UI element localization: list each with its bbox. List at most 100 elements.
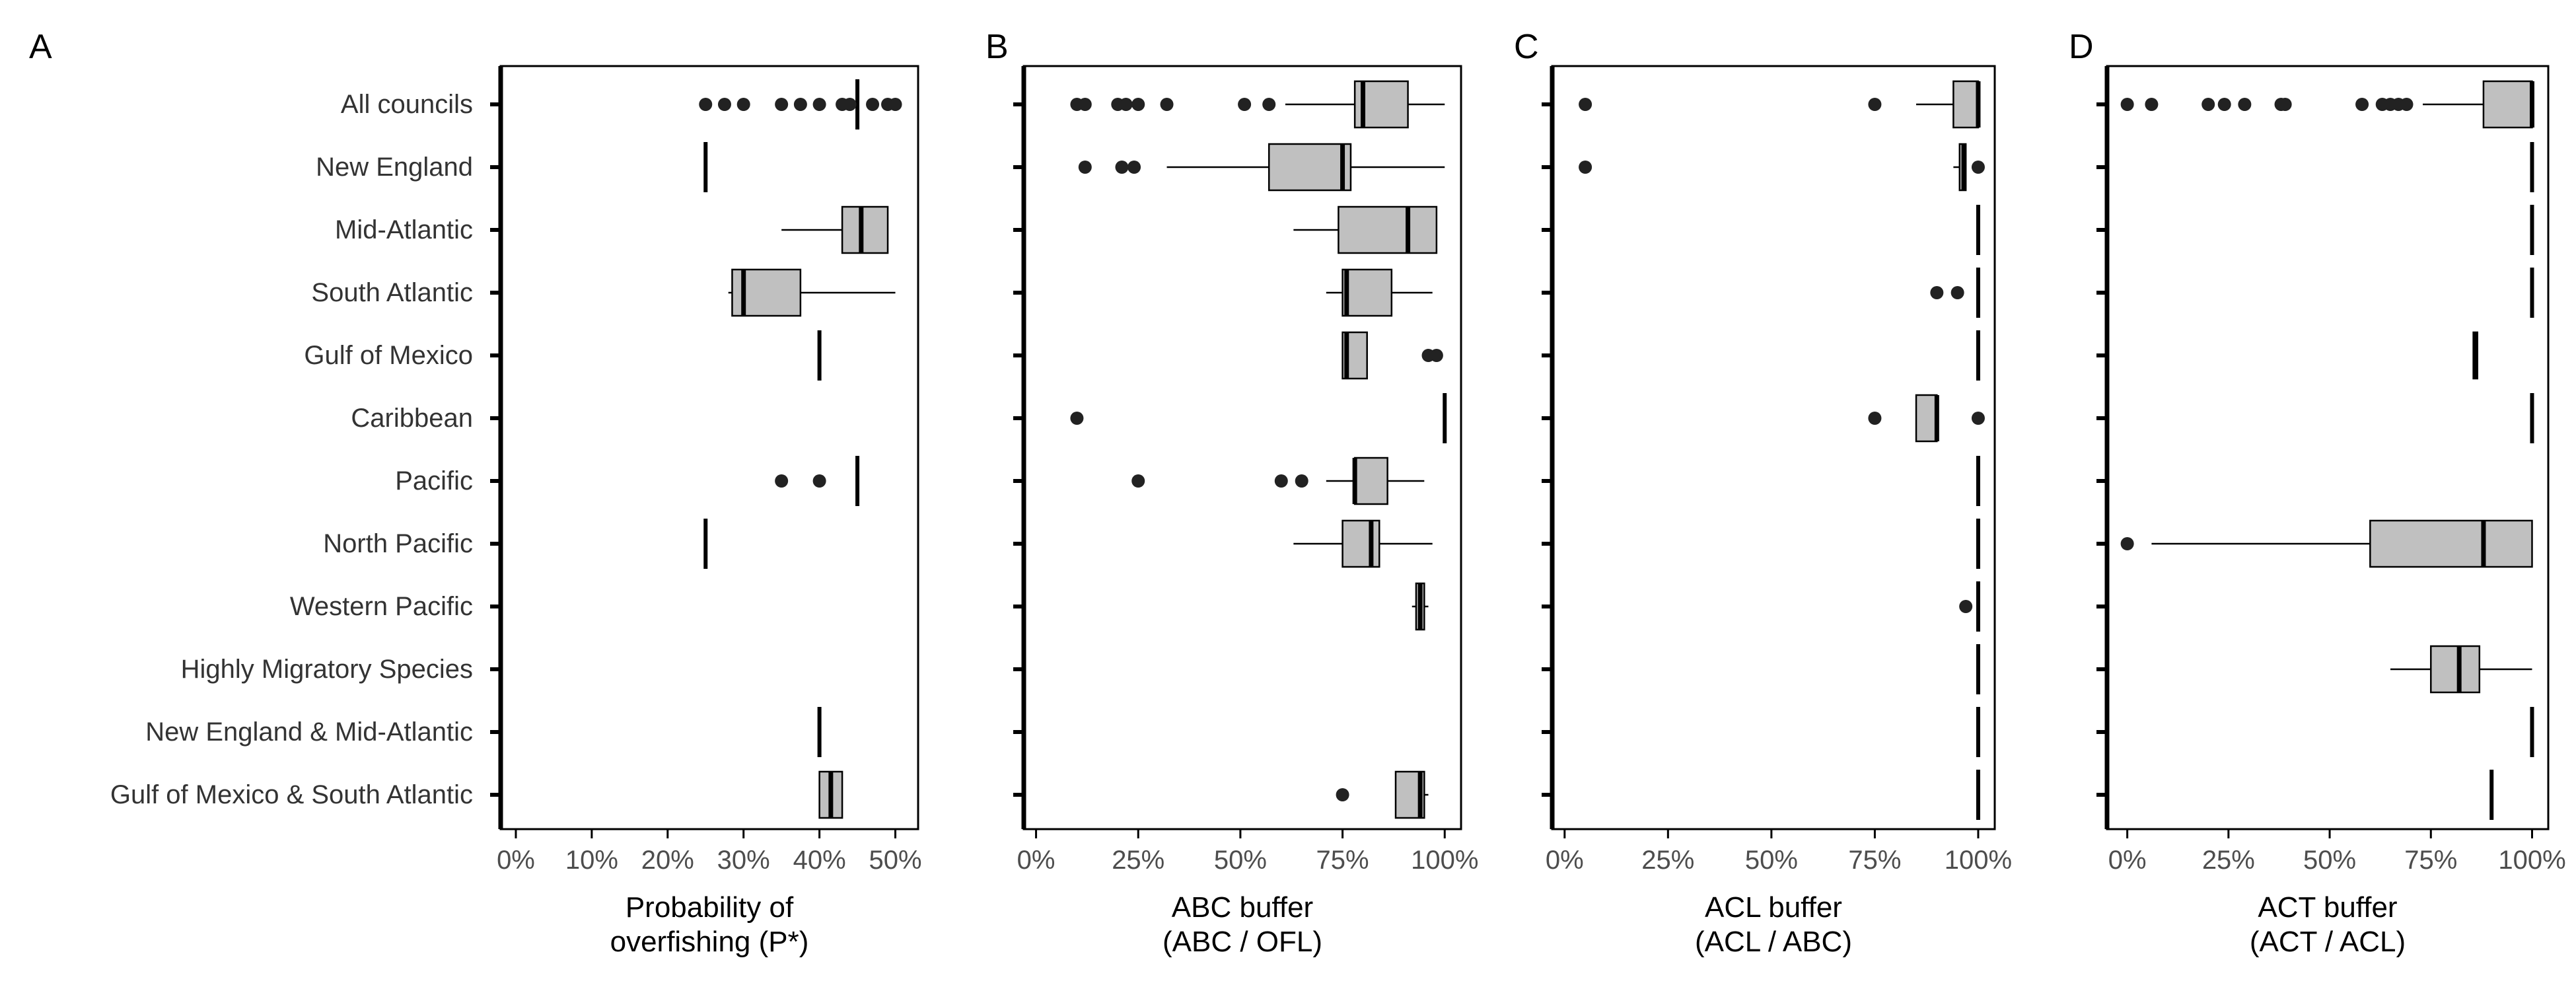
iqr-box [1952,80,1980,129]
outlier-point [1262,98,1276,111]
outlier-point [2238,98,2252,111]
panel-letter: C [1514,28,1539,66]
outlier-point [699,98,713,111]
box-pacific [775,456,860,506]
outlier-point [1131,474,1145,488]
outlier-point [812,98,826,111]
outlier-point [1131,98,1145,111]
category-label-pacific: Pacific [395,466,473,495]
outlier-point [2278,98,2292,111]
iqr-box [1915,394,1938,443]
outlier-point [866,98,880,111]
x-tick-label: 10% [565,846,618,875]
box-highly-migratory-species [2390,645,2532,694]
x-tick-label: 0% [1017,846,1055,875]
x-tick-label: 20% [641,846,694,875]
outlier-point [1119,98,1133,111]
category-label-western-pacific: Western Pacific [290,592,473,621]
box-new-england [1078,143,1445,192]
panel-letter: B [985,28,1009,66]
outlier-point [2145,98,2159,111]
outlier-point [1127,161,1141,174]
x-axis-title: (ACL / ABC) [1695,926,1852,958]
box-all-councils [1070,80,1445,129]
category-label-highly-migratory-species: Highly Migratory Species [181,655,473,684]
box-western-pacific [1959,581,1980,632]
category-label-gulf-of-mexico: Gulf of Mexico [304,341,473,370]
outlier-point [1959,600,1973,613]
x-axis-title: Probability of [626,891,794,924]
box-mid-atlantic [1293,205,1438,254]
x-axis-title: (ACT / ACL) [2250,926,2406,958]
iqr-box [1268,143,1352,192]
box-gulf-of-mexico-and-south-atlantic [1336,770,1429,819]
outlier-point [1950,286,1964,299]
outlier-point [717,98,731,111]
x-tick-label: 25% [2202,846,2255,875]
x-tick-label: 50% [2303,846,2356,875]
iqr-box [2430,645,2481,694]
x-tick-label: 75% [1848,846,1901,875]
x-axis-title: ACL buffer [1705,891,1842,924]
category-label-gulf-of-mexico-and-south-atlantic: Gulf of Mexico & South Atlantic [110,780,473,809]
box-south-atlantic [1326,268,1433,317]
iqr-box [2369,519,2533,568]
category-label-mid-atlantic: Mid-Atlantic [335,215,473,244]
box-south-atlantic [728,268,896,317]
outlier-point [1868,412,1882,425]
x-tick-label: 50% [869,846,921,875]
outlier-point [1930,286,1944,299]
x-axis-title: ACT buffer [2258,891,2397,924]
category-label-caribbean: Caribbean [351,404,473,433]
panel-d: D 0% 25% 50% 75% 100% ACT buffer(ACT / ACL) [2069,28,2566,958]
outlier-point [888,98,902,111]
outlier-point [775,474,789,488]
x-axis-title: ABC buffer [1172,891,1313,924]
x-tick-label: 0% [1546,846,1584,875]
x-tick-label: 100% [2498,846,2565,875]
box-caribbean [1868,394,1985,443]
x-tick-label: 50% [1745,846,1798,875]
category-label-south-atlantic: South Atlantic [311,278,473,307]
outlier-point [1115,161,1129,174]
outlier-point [812,474,826,488]
iqr-box [2482,80,2533,129]
box-new-england [1579,143,1985,192]
outlier-point [1078,98,1092,111]
x-tick-label: 40% [793,846,846,875]
panel-b: B 0% 25% 50% 75% 100% ABC buffer(ABC / OFL) [985,28,1478,958]
box-all-councils [2120,80,2534,129]
iqr-box [1353,457,1388,505]
outlier-point [1971,161,1985,174]
outlier-point [775,98,789,111]
panel-letter: D [2069,28,2094,66]
x-tick-label: 75% [2404,846,2457,875]
x-axis-title: (ABC / OFL) [1163,926,1322,958]
x-tick-label: 0% [497,846,535,875]
box-north-pacific [2120,519,2533,568]
box-gulf-of-mexico [2472,331,2479,380]
box-all-councils [1579,80,1981,129]
outlier-point [736,98,750,111]
box-western-pacific [1412,582,1429,631]
iqr-box [841,205,889,254]
iqr-box [1342,519,1380,568]
category-label-all-councils: All councils [341,90,473,119]
box-mid-atlantic [781,205,889,254]
panels: A 0% 10% 20% 30% 40% 50% Probability ofoverfish… [29,28,2566,958]
box-gulf-of-mexico-and-south-atlantic [818,770,843,819]
outlier-point [1160,98,1174,111]
box-all-councils [699,79,902,129]
outlier-point [843,98,857,111]
x-tick-label: 100% [1411,846,1478,875]
outlier-point [2355,98,2369,111]
x-tick-label: 25% [1112,846,1164,875]
box-south-atlantic [1930,268,1980,318]
x-tick-label: 0% [2108,846,2147,875]
x-axis-title: overfishing (P*) [610,926,809,958]
x-tick-label: 75% [1316,846,1369,875]
box-north-pacific [1293,519,1433,568]
x-tick-label: 30% [717,846,770,875]
outlier-point [1429,349,1443,362]
